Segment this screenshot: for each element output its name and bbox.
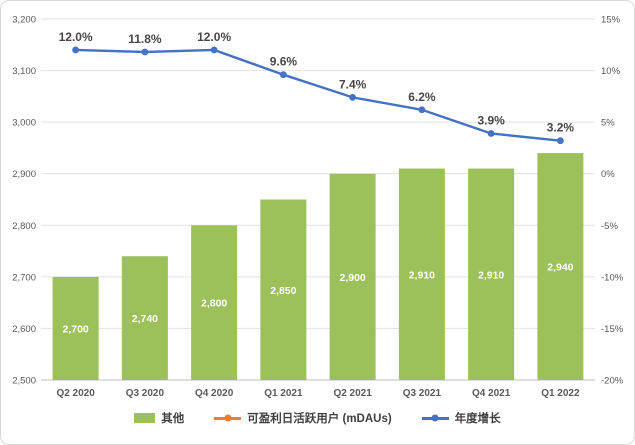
chart-legend: 其他 可盈利日活跃用户 (mDAUs) 年度增长 xyxy=(1,402,634,434)
x-axis-label: Q1 2021 xyxy=(264,388,303,399)
left-axis-tick: 3,000 xyxy=(12,118,36,129)
x-axis-label: Q4 2020 xyxy=(195,388,234,399)
line-point xyxy=(141,48,149,56)
x-axis-label: Q2 2021 xyxy=(333,388,372,399)
legend-item-growth: 年度增长 xyxy=(421,410,501,426)
orange-line-marker-icon xyxy=(214,414,242,422)
right-axis-tick: 15% xyxy=(601,15,621,26)
bar xyxy=(468,168,515,380)
bar xyxy=(537,153,584,380)
line-point xyxy=(556,137,564,145)
line-point xyxy=(349,93,357,101)
left-axis-tick: 2,600 xyxy=(12,324,36,335)
right-axis-tick: -15% xyxy=(601,324,624,335)
left-axis-tick: 2,700 xyxy=(12,272,36,283)
blue-line-marker-icon xyxy=(421,414,449,422)
bar xyxy=(260,199,307,380)
bar xyxy=(329,173,376,380)
line-point xyxy=(279,71,287,79)
left-axis-tick: 3,200 xyxy=(12,15,36,26)
right-axis-tick: 0% xyxy=(601,169,615,180)
bar xyxy=(52,276,99,380)
left-axis-tick: 3,100 xyxy=(12,66,36,77)
x-axis-label: Q1 2022 xyxy=(541,388,580,399)
line-series xyxy=(75,48,561,142)
bar-value-label: 2,850 xyxy=(270,285,296,297)
line-point xyxy=(72,46,80,54)
right-axis-tick: -10% xyxy=(601,272,624,283)
left-axis-tick: 2,800 xyxy=(12,221,36,232)
x-axis-label: Q3 2020 xyxy=(126,388,165,399)
line-value-label: 9.6% xyxy=(270,55,298,69)
legend-item-mdaus: 可盈利日活跃用户 (mDAUs) xyxy=(214,410,392,426)
bar xyxy=(398,168,445,380)
bar-value-label: 2,800 xyxy=(201,298,227,310)
x-axis-label: Q4 2021 xyxy=(472,388,511,399)
bar xyxy=(121,256,168,380)
legend-item-other: 其他 xyxy=(134,410,184,426)
line-value-label: 12.0% xyxy=(197,30,231,44)
right-axis-tick: -20% xyxy=(601,376,624,387)
bar-value-label: 2,910 xyxy=(478,269,504,281)
line-point xyxy=(487,130,495,137)
bar-value-label: 2,940 xyxy=(547,262,573,274)
line-value-label: 3.2% xyxy=(547,121,575,135)
x-axis-label: Q2 2020 xyxy=(56,388,95,399)
line-point xyxy=(210,46,218,54)
bar-value-label: 2,740 xyxy=(132,313,158,325)
line-value-label: 3.9% xyxy=(477,113,505,127)
line-value-label: 6.2% xyxy=(408,90,436,104)
left-axis-tick: 2,900 xyxy=(12,169,36,180)
legend-label-growth: 年度增长 xyxy=(454,413,501,425)
bar xyxy=(191,225,238,380)
legend-label-mdaus: 可盈利日活跃用户 (mDAUs) xyxy=(247,413,392,425)
legend-label-other: 其他 xyxy=(161,413,185,425)
line-value-label: 12.0% xyxy=(59,30,93,44)
left-axis-tick: 2,500 xyxy=(12,376,36,387)
line-point xyxy=(418,106,426,114)
bar-series-swatch-icon xyxy=(134,413,156,423)
line-value-label: 11.8% xyxy=(128,32,162,46)
x-axis-label: Q3 2021 xyxy=(403,388,442,399)
right-axis-tick: 5% xyxy=(601,118,615,129)
bar-value-label: 2,700 xyxy=(62,323,88,335)
right-axis-tick: -5% xyxy=(601,221,618,232)
line-value-label: 7.4% xyxy=(339,77,367,91)
right-axis-tick: 10% xyxy=(601,66,621,77)
bar-value-label: 2,900 xyxy=(339,272,365,284)
bar-value-label: 2,910 xyxy=(409,269,435,281)
